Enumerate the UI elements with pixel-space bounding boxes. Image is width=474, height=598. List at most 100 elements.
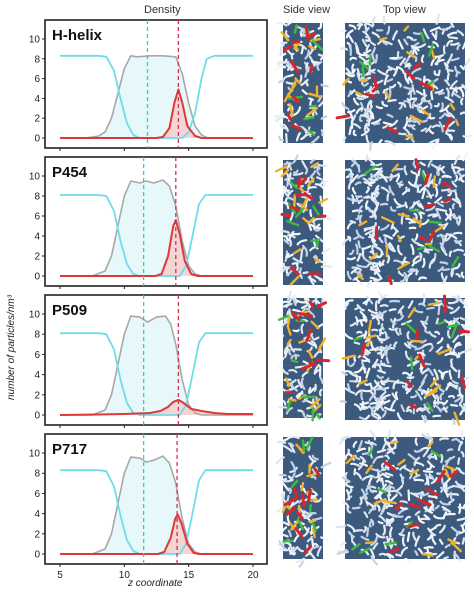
lipid-strand (451, 437, 460, 442)
lipid-strand (396, 412, 404, 423)
lipid-strand (427, 178, 435, 188)
lipid-strand (409, 525, 419, 530)
lipid-strand (309, 209, 313, 218)
chart-panel-2: 0 2 4 6 8 10 P454 (29, 156, 268, 289)
lipid-strand (314, 296, 318, 305)
lipid-strand (295, 557, 306, 564)
series-line-gray (60, 55, 253, 139)
peptide-strand (412, 61, 423, 70)
x-tick-label: 5 (57, 570, 63, 581)
peptide-strand (381, 216, 395, 224)
lipid-strand (378, 310, 387, 318)
lipid-strand (377, 291, 383, 300)
y-axis-label: number of particles/nm³ (6, 294, 17, 400)
lipid-strand (384, 472, 394, 477)
lipid-strand (279, 521, 290, 527)
lipid-strand (388, 87, 392, 99)
lipid-strand (444, 79, 451, 87)
y-tick-label: 2 (34, 252, 40, 263)
peptide-strand (409, 403, 418, 410)
peptide-strand (308, 300, 315, 309)
lipid-strand (308, 275, 315, 286)
lipid-strand (365, 186, 370, 194)
lipid-strand (289, 444, 296, 454)
lipid-strand (357, 459, 365, 471)
lipid-strand (412, 117, 421, 126)
peptide-strand (409, 468, 420, 475)
peptide-strand (457, 329, 470, 334)
lipid-strand (423, 250, 430, 254)
lipid-strand (430, 476, 438, 485)
lipid-strand (418, 406, 427, 412)
lipid-strand (302, 271, 309, 275)
series-line-cyan (60, 469, 253, 555)
lipid-strand (402, 126, 411, 136)
side-view-header: Side view (283, 4, 331, 16)
lipid-strand (356, 447, 367, 453)
lipid-strand (355, 472, 363, 480)
lipid-strand (344, 332, 354, 340)
lipid-strand (280, 328, 285, 337)
lipid-strand (439, 233, 445, 246)
lipid-strand (320, 264, 332, 268)
lipid-strand (427, 527, 436, 537)
lipid-strand (282, 303, 290, 308)
lipid-strand (449, 403, 459, 407)
lipid-strand (457, 215, 462, 226)
lipid-strand (418, 386, 426, 395)
lipid-strand (397, 244, 403, 256)
lipid-strand (371, 246, 375, 253)
peptide-strand (379, 36, 388, 41)
lipid-strand (291, 262, 299, 265)
lipid-strand (412, 531, 417, 541)
lipid-strand (396, 484, 404, 492)
lipid-strand (361, 389, 373, 393)
lipid-strand (312, 398, 317, 409)
lipid-strand (435, 56, 442, 66)
lipid-strand (313, 364, 320, 375)
lipid-strand (341, 371, 348, 376)
lipid-strand (368, 505, 377, 514)
interior-fill (60, 316, 253, 415)
lipid-strand (356, 330, 363, 334)
peptide-strand (294, 77, 301, 85)
lipid-strand (314, 183, 325, 190)
peptide-strand (312, 40, 323, 51)
lipid-strand (429, 552, 438, 556)
lipid-strand (370, 555, 379, 566)
lipid-strand (292, 106, 302, 117)
lipid-strand (275, 456, 285, 465)
lipid-strand (311, 538, 315, 548)
lipid-strand (300, 323, 305, 334)
lipid-strand (419, 202, 425, 210)
peptide-strand (282, 539, 294, 543)
lipid-strand (429, 26, 441, 32)
chart-panel-1: 0 2 4 6 8 10 H-helix (29, 19, 268, 151)
peptide-strand (286, 324, 292, 336)
lipid-strand (445, 129, 456, 133)
interior-fill (60, 180, 253, 276)
peptide-strand (443, 294, 447, 307)
lipid-strand (287, 14, 290, 26)
lipid-strand (401, 188, 411, 196)
lipid-strand (425, 476, 430, 486)
lipid-strand (369, 173, 379, 180)
lipid-strand (442, 477, 452, 487)
y-tick-label: 8 (34, 469, 40, 480)
x-tick-label: 10 (119, 570, 131, 581)
peptide-strand (309, 104, 317, 108)
lipid-strand (421, 322, 427, 330)
lipid-strand (408, 49, 416, 58)
peptide-strand (354, 90, 363, 96)
lipid-strand (359, 496, 363, 506)
lipid-strand (358, 115, 363, 122)
peptide-strand (307, 177, 315, 187)
lipid-strand (288, 383, 298, 392)
lipid-strand (450, 364, 458, 373)
lipid-strand (460, 348, 472, 354)
lipid-strand (278, 60, 290, 64)
lipid-strand (363, 256, 371, 263)
peptide-strand (312, 527, 316, 539)
lipid-strand (443, 489, 449, 498)
lipid-strand (411, 98, 418, 109)
